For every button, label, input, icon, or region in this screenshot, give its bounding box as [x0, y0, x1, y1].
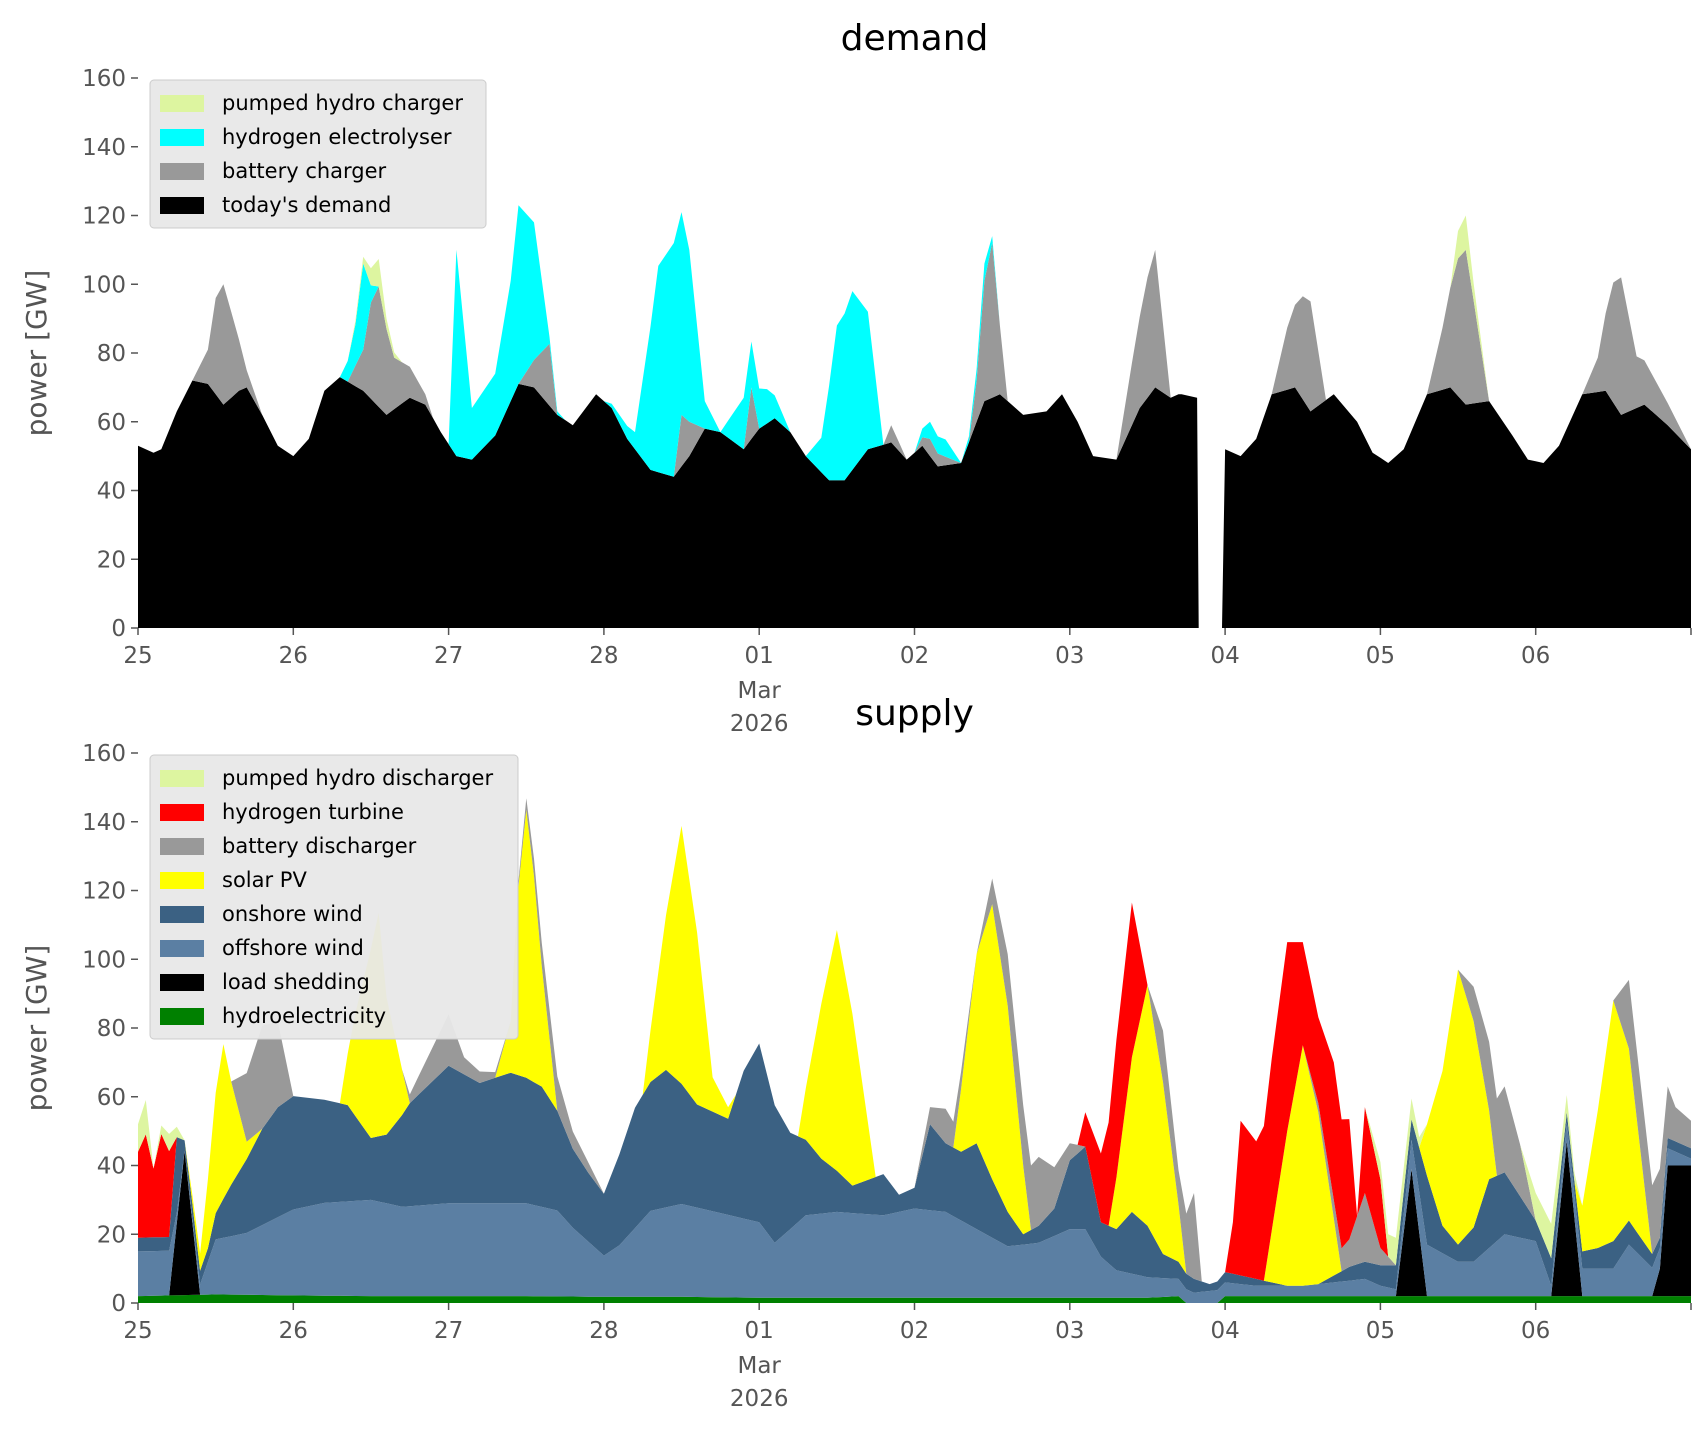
chart-title: supply — [855, 693, 974, 734]
y-axis-label: power [GW] — [20, 945, 53, 1112]
legend-swatch — [160, 906, 204, 923]
area-series-battery-discharger — [138, 798, 1691, 1285]
legend-swatch — [160, 129, 204, 146]
legend-box — [149, 754, 519, 1040]
legend-swatch — [160, 872, 204, 889]
area-series-hydrogen-electrolyser — [138, 205, 1691, 628]
y-tick-label: 0 — [111, 1291, 126, 1317]
x-tick-label: 25 — [123, 1318, 152, 1344]
x-tick-label: 27 — [434, 1318, 463, 1344]
x-tick-label: 28 — [589, 1318, 618, 1344]
legend-entry-label: solar PV — [222, 868, 307, 892]
y-tick-label: 20 — [97, 547, 126, 573]
area-series-offshore-wind — [138, 1122, 1691, 1303]
x-tick-sublabel: 2026 — [730, 711, 789, 737]
area-series-solar-pv — [138, 809, 1691, 1286]
x-tick-label: 26 — [279, 1318, 308, 1344]
y-tick-label: 100 — [82, 272, 126, 298]
x-tick-label: 01 — [745, 643, 774, 669]
y-tick-label: 40 — [97, 479, 126, 505]
x-tick-sublabel: Mar — [737, 678, 781, 704]
legend-swatch — [160, 95, 204, 112]
x-tick-label: 26 — [279, 643, 308, 669]
legend-entry-label: load shedding — [222, 970, 370, 994]
y-tick-label: 20 — [97, 1222, 126, 1248]
y-tick-label: 100 — [82, 947, 126, 973]
legend-entry-label: today's demand — [222, 193, 391, 217]
area-series-today-s-demand — [138, 377, 1691, 628]
x-tick-label: 27 — [434, 643, 463, 669]
legend: pumped hydro discharger hydrogen turbine b… — [149, 754, 519, 1040]
x-tick-label: 06 — [1521, 643, 1550, 669]
legend-swatch — [160, 804, 204, 821]
x-tick-label: 28 — [589, 643, 618, 669]
legend-swatch — [160, 770, 204, 787]
x-tick-label: 02 — [900, 643, 929, 669]
x-tick-label: 01 — [745, 1318, 774, 1344]
y-tick-label: 140 — [82, 135, 126, 161]
legend-swatch — [160, 197, 204, 214]
y-tick-label: 80 — [97, 1016, 126, 1042]
legend-entry-label: pumped hydro charger — [222, 91, 463, 115]
legend-box — [149, 79, 487, 229]
x-tick-label: 04 — [1210, 643, 1239, 669]
x-tick-label: 06 — [1521, 1318, 1550, 1344]
x-tick-label: 04 — [1210, 1318, 1239, 1344]
legend-swatch — [160, 974, 204, 991]
y-tick-label: 80 — [97, 341, 126, 367]
legend-entry-label: pumped hydro discharger — [222, 766, 493, 790]
area-series-hydroelectricity — [138, 1294, 1691, 1303]
x-tick-label: 05 — [1366, 643, 1395, 669]
legend-entry-label: battery charger — [222, 159, 387, 183]
legend-entry-label: offshore wind — [222, 936, 364, 960]
x-tick-label: 05 — [1366, 1318, 1395, 1344]
chart-title: demand — [841, 18, 989, 59]
area-series-battery-charger — [138, 243, 1691, 628]
x-tick-label: 03 — [1055, 1318, 1084, 1344]
y-tick-label: 120 — [82, 204, 126, 230]
legend-swatch — [160, 1008, 204, 1025]
x-tick-sublabel: 2026 — [730, 1386, 789, 1412]
legend-swatch — [160, 163, 204, 180]
y-tick-label: 140 — [82, 810, 126, 836]
y-tick-label: 160 — [82, 66, 126, 92]
y-tick-label: 40 — [97, 1154, 126, 1180]
x-tick-label: 25 — [123, 643, 152, 669]
legend-entry-label: battery discharger — [222, 834, 417, 858]
legend-swatch — [160, 838, 204, 855]
area-series-onshore-wind — [138, 1043, 1691, 1293]
legend-entry-label: hydrogen electrolyser — [222, 125, 452, 149]
x-tick-label: 02 — [900, 1318, 929, 1344]
y-axis-label: power [GW] — [20, 270, 53, 437]
legend-entry-label: onshore wind — [222, 902, 363, 926]
y-tick-label: 160 — [82, 741, 126, 767]
y-tick-label: 60 — [97, 1085, 126, 1111]
x-tick-sublabel: Mar — [737, 1353, 781, 1379]
y-tick-label: 0 — [111, 616, 126, 642]
y-tick-label: 120 — [82, 879, 126, 905]
legend-entry-label: hydroelectricity — [222, 1004, 386, 1028]
legend: pumped hydro charger hydrogen electrolyse… — [149, 79, 487, 229]
legend-entry-label: hydrogen turbine — [222, 800, 404, 824]
x-tick-label: 03 — [1055, 643, 1084, 669]
legend-swatch — [160, 940, 204, 957]
y-tick-label: 60 — [97, 410, 126, 436]
